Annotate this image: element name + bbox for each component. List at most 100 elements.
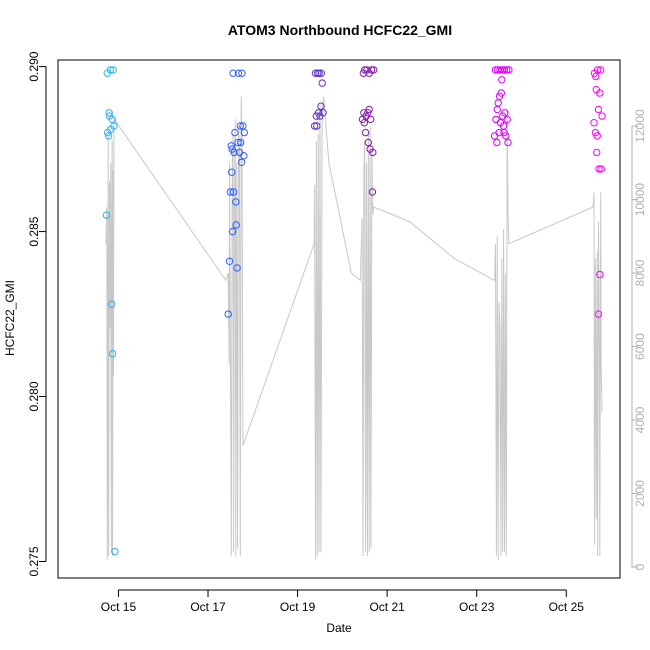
data-point [503, 115, 511, 124]
y2-tick-label: 0 [633, 563, 647, 570]
data-point [109, 66, 117, 74]
data-point [111, 547, 119, 556]
data-point [596, 270, 604, 279]
data-point [367, 66, 376, 74]
data-point [364, 109, 372, 117]
data-point [368, 188, 377, 196]
data-point [232, 198, 240, 206]
data-point [102, 211, 111, 219]
data-point [234, 69, 243, 77]
data-point [227, 142, 236, 150]
data-point [236, 122, 245, 130]
data-point [594, 310, 603, 318]
data-point [233, 264, 241, 272]
data-point [360, 119, 368, 127]
data-point [105, 109, 113, 117]
data-point [237, 158, 246, 167]
data-point [108, 349, 117, 358]
data-point [317, 69, 325, 77]
data-point [500, 66, 509, 74]
data-point [313, 122, 321, 130]
data-point [492, 115, 500, 124]
data-point [597, 66, 605, 74]
data-point [595, 165, 603, 173]
data-point [494, 99, 502, 107]
y-tick-label: 0.290 [27, 51, 41, 81]
y-axis-right: 0 2000 4000 6000 8000 10000 12000 [631, 109, 647, 570]
x-tick-label: Oct 23 [459, 600, 495, 614]
data-point [310, 122, 319, 130]
data-point [228, 168, 236, 176]
data-point [505, 66, 513, 74]
data-point [234, 138, 242, 147]
data-point [315, 69, 323, 77]
data-point [237, 138, 245, 147]
data-point [597, 165, 605, 173]
altitude-series [105, 96, 603, 560]
data-point [314, 109, 323, 117]
y-tick-label: 0.275 [27, 546, 41, 576]
data-point [364, 138, 372, 147]
x-tick-label: Oct 15 [101, 600, 137, 614]
y-axis-left: 0.275 0.280 0.285 0.290 [27, 51, 47, 577]
y-axis-label: HCFC22_GMI [3, 280, 17, 356]
data-point [504, 138, 512, 147]
data-point [104, 128, 112, 137]
y2-tick-label: 10000 [633, 183, 647, 217]
data-point [596, 89, 604, 97]
data-point [228, 227, 237, 236]
data-point [106, 66, 115, 74]
data-point [493, 105, 501, 114]
data-point [498, 76, 506, 84]
data-point [365, 105, 373, 114]
data-point [495, 92, 504, 101]
data-point [594, 105, 603, 114]
data-point [224, 310, 232, 318]
data-point [318, 79, 326, 87]
data-point [226, 188, 235, 196]
altitude-line [105, 96, 603, 560]
data-point [240, 152, 248, 160]
data-point [104, 132, 113, 140]
data-point [593, 66, 602, 74]
data-point [229, 69, 237, 77]
data-point [229, 188, 238, 196]
data-point [593, 148, 601, 157]
chart-title: ATOM3 Northbound HCFC22_GMI [228, 22, 452, 38]
data-point [361, 128, 370, 137]
y2-tick-label: 6000 [633, 333, 647, 360]
y2-tick-label: 4000 [633, 406, 647, 433]
data-point [366, 115, 375, 124]
data-point [225, 257, 234, 265]
y2-tick-label: 2000 [633, 480, 647, 507]
x-tick-label: Oct 19 [280, 600, 316, 614]
x-axis-label: Date [326, 621, 352, 635]
x-tick-label: Oct 21 [369, 600, 405, 614]
data-point [108, 115, 116, 124]
data-point [319, 109, 327, 117]
data-point [238, 69, 246, 77]
data-point [493, 138, 501, 147]
data-point [495, 128, 503, 137]
x-axis: Oct 15 Oct 17 Oct 19 Oct 21 Oct 23 Oct 25 [101, 589, 585, 614]
y2-tick-label: 12000 [633, 109, 647, 143]
x-tick-label: Oct 17 [190, 600, 226, 614]
hcfc22-series [102, 66, 606, 556]
data-point [500, 128, 508, 137]
data-point [311, 69, 320, 77]
data-point [110, 122, 118, 130]
data-point [370, 66, 378, 74]
y2-tick-label: 8000 [633, 259, 647, 286]
plot-frame [57, 59, 621, 579]
y-tick-label: 0.285 [27, 216, 41, 246]
data-point [490, 132, 499, 140]
data-point [231, 128, 239, 137]
data-point [503, 66, 511, 74]
data-point [369, 148, 377, 157]
data-point [598, 112, 606, 120]
data-point [593, 132, 601, 140]
data-point [240, 128, 249, 137]
data-point [501, 109, 509, 117]
x-tick-label: Oct 25 [549, 600, 585, 614]
